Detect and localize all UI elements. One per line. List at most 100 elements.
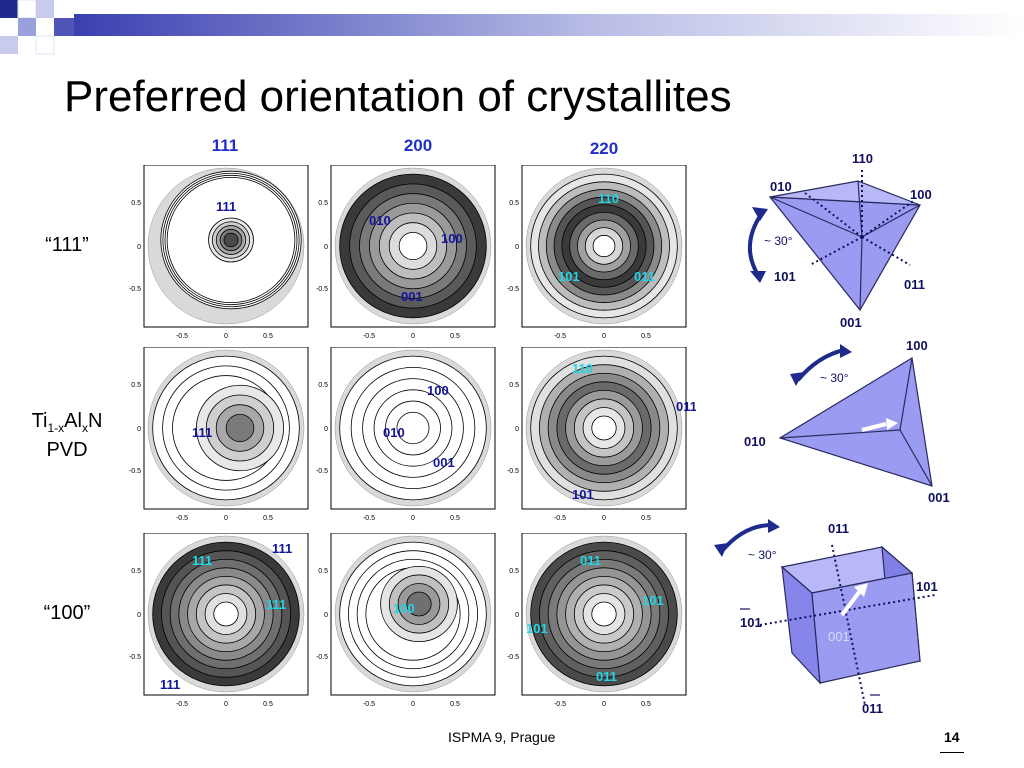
tetra-edge (899, 429, 933, 487)
tick-label-x: 0.5 (450, 701, 460, 708)
tick-label-x: 0.5 (263, 333, 273, 340)
tick-label-y: -0.5 (129, 286, 141, 293)
pole-figure-r2c2: -0.5 -0.5 0 0 0.5 0.5 100 010 001 (316, 347, 496, 522)
tick-label-y: 0.5 (318, 382, 328, 389)
deco-square (18, 18, 36, 36)
tick-label-y: -0.5 (129, 654, 141, 661)
tick-label-y: 0.5 (318, 568, 328, 575)
tick-label-x: -0.5 (554, 515, 566, 522)
d1-label-right: 100 (910, 187, 932, 202)
pole-label: 001 (433, 455, 455, 470)
pole-label: 111 (160, 677, 180, 692)
tick-label-x: 0.5 (263, 515, 273, 522)
tick-label-y: -0.5 (507, 654, 519, 661)
pole-label: 111 (216, 199, 236, 214)
tetra-edge (769, 196, 863, 238)
tick-label-x: 0 (224, 515, 228, 522)
tick-label-x: 0 (602, 701, 606, 708)
slide-title: Preferred orientation of crystallites (64, 72, 732, 121)
contour-ring (225, 414, 255, 442)
arrow-head (854, 583, 868, 597)
pole-label: 111 (272, 541, 292, 556)
arrow-head (750, 271, 766, 283)
pole-label: 101 (642, 593, 664, 608)
arrow-head (886, 418, 898, 430)
diagram-tetrahedron-111: 110 010 100 ~ 30° 101 011 001 (747, 151, 932, 330)
row-label-al: Al (64, 410, 82, 432)
tick-label-y: -0.5 (316, 286, 328, 293)
tick-label-y: 0 (137, 244, 141, 251)
contour-ring (592, 234, 616, 258)
pole-label: 100 (441, 231, 463, 246)
tick-label-y: 0.5 (131, 382, 141, 389)
header-decoration (0, 0, 1024, 55)
deco-square (54, 18, 74, 36)
page-number: 14 (944, 729, 960, 745)
tick-label-x: 0.5 (641, 515, 651, 522)
diagram-tetrahedron-100: 100 ~ 30° 010 001 (744, 338, 950, 505)
tick-label-y: 0.5 (318, 200, 328, 207)
column-header-111: 111 (211, 136, 239, 155)
pole-label: 101 (572, 487, 594, 502)
pole-label: 111 (266, 597, 286, 612)
row-label-tialn: Ti1-xAlxN PVD (12, 410, 122, 461)
pole-figure-r3c3: -0.5 -0.5 0 0 0.5 0.5 011 101 101 011 (507, 533, 687, 708)
contour-ring (398, 232, 428, 260)
tick-label-x: -0.5 (363, 333, 375, 340)
tick-label-x: -0.5 (363, 515, 375, 522)
row-label-100: “100” (43, 602, 91, 624)
d3-label-left: 101 (740, 615, 762, 630)
tick-label-y: 0 (515, 244, 519, 251)
d3-label-bottom: 011 (862, 701, 883, 716)
pole-label: 100 (427, 383, 449, 398)
row-label-111: “111” (45, 234, 89, 256)
tick-label-x: 0 (411, 515, 415, 522)
tetra-edge (861, 204, 921, 238)
page-number-underline (940, 752, 964, 753)
cube-face-front (811, 572, 921, 684)
tick-label-y: 0.5 (131, 568, 141, 575)
tick-label-x: 0.5 (450, 333, 460, 340)
rotation-arrow (747, 211, 764, 277)
tetra-face (768, 196, 922, 312)
tick-label-x: -0.5 (363, 701, 375, 708)
d3-label-angle: ~ 30° (748, 548, 777, 562)
d2-label-angle: ~ 30° (820, 371, 849, 385)
header-bar (74, 14, 1024, 36)
pole-figure-r1c2: -0.5 -0.5 0 0 0.5 0.5 010 100 001 (316, 165, 496, 340)
column-header-200: 200 (403, 136, 433, 155)
tick-label-y: 0 (324, 426, 328, 433)
tick-label-y: -0.5 (507, 286, 519, 293)
tick-label-y: 0.5 (509, 568, 519, 575)
pole-figure-r1c1: -0.5 -0.5 0 0 0.5 0.5 111 (129, 165, 309, 340)
axis-arrow-white (840, 589, 862, 617)
d1-label-top: 110 (852, 151, 873, 166)
tick-label-x: 0.5 (641, 333, 651, 340)
tick-label-x: -0.5 (554, 701, 566, 708)
pole-label: 110 (572, 361, 593, 376)
tick-label-y: 0.5 (509, 382, 519, 389)
tetra-face-top (769, 180, 921, 206)
pole-label: 111 (192, 425, 212, 440)
tick-label-x: -0.5 (554, 333, 566, 340)
tick-label-x: 0.5 (450, 515, 460, 522)
d3-label-right: 101 (916, 579, 938, 594)
tick-label-x: 0.5 (263, 701, 273, 708)
tick-label-y: -0.5 (129, 468, 141, 475)
tick-label-y: 0 (137, 612, 141, 619)
tetra-edge (857, 180, 863, 238)
pole-figure-r2c1: -0.5 -0.5 0 0 0.5 0.5 111 (129, 347, 309, 522)
row-label-pvd: PVD (46, 439, 88, 461)
axis-arrow-white (861, 422, 887, 432)
pole-label: 110 (598, 191, 619, 206)
arrow-head (768, 519, 780, 533)
tick-label-y: 0 (515, 612, 519, 619)
contour-ring (223, 232, 239, 248)
tick-label-y: 0.5 (509, 200, 519, 207)
tick-label-y: -0.5 (316, 468, 328, 475)
pole-label: 100 (393, 601, 415, 616)
deco-square (35, 35, 55, 55)
tick-label-x: 0 (602, 515, 606, 522)
tick-label-y: 0 (324, 244, 328, 251)
pole-label: 010 (369, 213, 391, 228)
